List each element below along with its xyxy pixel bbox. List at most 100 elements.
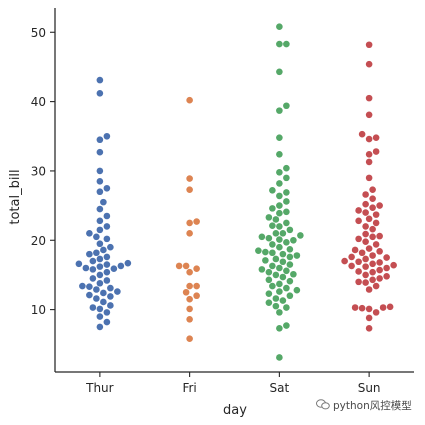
data-point-thur [89,275,97,282]
data-point-thur [96,323,104,331]
data-point-sat [272,230,280,237]
y-ticks: 10 20 30 40 50 [31,26,55,317]
data-point-sun [365,325,373,332]
data-point-sun [365,111,373,119]
data-point-sun [372,211,380,218]
data-point-sat [258,266,266,273]
data-point-sat [283,304,290,311]
data-point-sun [351,304,359,311]
data-point-thur [110,265,118,272]
data-point-sat [255,247,262,254]
data-point-sun [362,209,369,216]
data-point-sat [276,23,283,31]
data-point-fri [186,268,193,276]
data-point-sat [276,223,283,230]
data-point-sat [283,284,290,292]
data-point-sun [365,174,373,182]
data-point-sun [348,253,355,261]
data-point-sun [355,268,362,275]
data-point-sat [265,290,273,297]
data-point-thur [96,178,104,185]
data-point-fri [186,295,193,303]
data-point-thur [96,167,104,175]
data-point-thur [86,230,93,237]
data-point-sat [276,192,283,200]
watermark-text: python风控模型 [333,400,412,412]
data-point-sat [276,288,283,295]
data-point-thur [96,148,104,156]
data-point-thur [96,305,104,313]
data-point-sun [369,268,376,276]
data-point-thur [96,313,104,320]
data-point-sat [276,40,283,48]
data-point-sun [355,258,362,266]
data-point-fri [182,262,190,270]
data-point-sat [276,202,283,209]
data-point-thur [103,277,111,284]
data-point-sun [365,135,373,143]
data-point-sun [376,259,383,266]
data-point-thur [96,271,104,279]
data-point-sat [290,236,297,244]
data-point-sat [283,239,290,246]
data-point-sat [276,280,283,288]
data-point-thur [96,217,104,225]
data-point-sun [369,260,376,268]
data-point-sat [265,268,273,276]
data-point-sun [372,282,380,290]
data-point-fri [186,175,193,182]
data-point-thur [75,260,83,268]
data-point-sat [276,325,283,332]
y-tick-label: 20 [31,234,46,248]
data-point-sat [258,233,266,241]
data-point-sat [290,270,297,278]
data-point-sat [286,226,294,234]
data-point-thur [117,262,125,270]
data-point-sat [283,174,290,182]
x-ticks: Thur Fri Sat Sun [85,372,381,395]
data-point-sun [365,94,373,102]
data-point-sun [358,304,366,312]
y-axis-label: total_bill [8,169,23,224]
data-point-sat [283,164,290,172]
data-point-sun [369,276,376,284]
data-point-fri [175,262,183,270]
data-point-thur [124,259,132,267]
x-tick-label: Sat [270,381,290,395]
data-point-sun [369,195,376,202]
data-point-thur [96,205,104,213]
data-point-sat [276,309,283,316]
data-point-thur [96,240,104,248]
data-point-sat [272,255,280,263]
data-point-thur [89,304,97,311]
data-point-thur [103,223,111,230]
data-point-thur [93,286,100,293]
data-point-fri [186,305,193,313]
data-point-sun [365,41,373,49]
x-tick-label: Thur [85,381,114,395]
data-point-sun [365,158,373,166]
data-point-sat [276,236,283,243]
data-point-sat [276,354,283,361]
data-point-thur [93,249,100,257]
data-point-thur [89,257,97,265]
data-point-thur [96,255,104,263]
data-point-thur [96,226,104,234]
data-point-thur [93,233,100,241]
data-point-sun [372,219,380,227]
data-point-sun [383,264,390,272]
data-point-thur [114,288,121,295]
data-point-sun [365,286,373,293]
data-point-sun [383,273,390,280]
data-point-sun [362,263,369,270]
data-point-fri [186,335,193,343]
data-point-thur [96,76,104,84]
data-point-sun [358,249,366,257]
data-point-thur [96,279,104,287]
data-point-sat [262,248,269,256]
data-point-fri [186,282,193,290]
data-point-thur [96,136,104,144]
data-point-thur [103,261,111,268]
data-point-sun [376,248,383,255]
data-point-sat [283,267,290,275]
